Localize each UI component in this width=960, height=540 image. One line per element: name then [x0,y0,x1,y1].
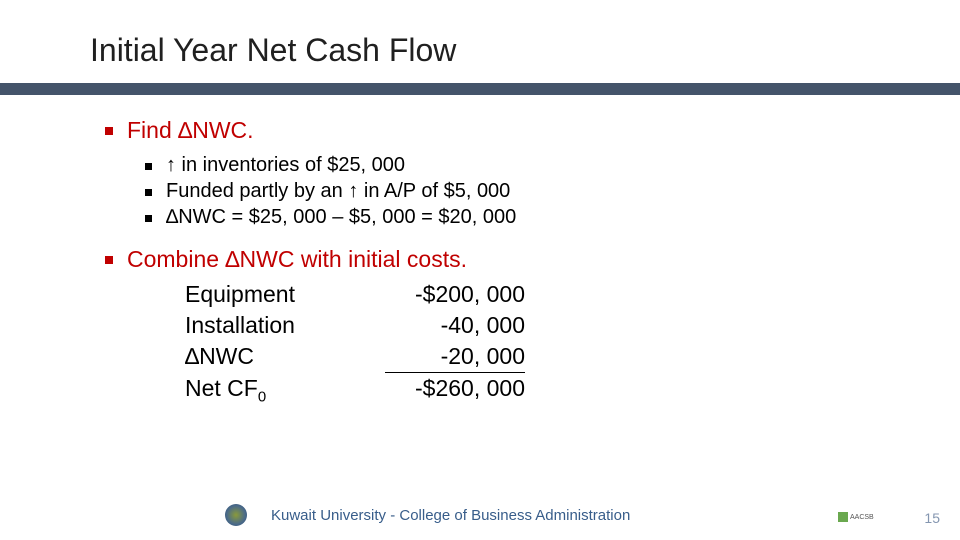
bullet-square-icon [145,215,152,222]
page-number: 15 [924,510,940,526]
bullet-square-icon [145,189,152,196]
cost-label: Equipment [185,279,385,310]
list-item: ∆NWC = $25, 000 – $5, 000 = $20, 000 [145,206,960,229]
cost-value: -40, 000 [385,310,525,341]
cost-value: -$260, 000 [385,373,525,408]
table-row: Net CF0 -$260, 000 [185,373,960,408]
table-row: Equipment -$200, 000 [185,279,960,310]
slide-body: Find ∆NWC. ↑ in inventories of $25, 000 … [0,95,960,408]
cost-table: Equipment -$200, 000 Installation -40, 0… [105,277,960,408]
bullet-square-icon [105,127,113,135]
section-2-heading-row: Combine ∆NWC with initial costs. [105,246,960,273]
list-item: ↑ in inventories of $25, 000 [145,154,960,177]
cost-label: ∆NWC [185,341,385,373]
bullet-square-icon [145,163,152,170]
table-row: ∆NWC -20, 000 [185,341,960,373]
university-seal-icon [225,504,247,526]
footer-text: Kuwait University - College of Business … [271,507,630,524]
bullet-square-icon [105,256,113,264]
table-row: Installation -40, 000 [185,310,960,341]
section-2-heading: Combine ∆NWC with initial costs. [127,246,467,273]
title-underline-bar [0,83,960,95]
cost-value: -$200, 000 [385,279,525,310]
list-item-text: ∆NWC = $25, 000 – $5, 000 = $20, 000 [166,206,516,229]
section-1-heading: Find ∆NWC. [127,117,254,144]
list-item-text: ↑ in inventories of $25, 000 [166,154,405,177]
section-1-heading-row: Find ∆NWC. [105,117,960,144]
slide-title: Initial Year Net Cash Flow [90,32,960,69]
slide-footer: Kuwait University - College of Business … [0,504,960,526]
cost-label: Installation [185,310,385,341]
section-1-list: ↑ in inventories of $25, 000 Funded part… [105,148,960,246]
cost-label-netcf: Net CF0 [185,373,385,408]
list-item: Funded partly by an ↑ in A/P of $5, 000 [145,180,960,203]
list-item-text: Funded partly by an ↑ in A/P of $5, 000 [166,180,510,203]
cost-value: -20, 000 [385,341,525,373]
accreditation-logo-icon: AACSB [838,508,880,526]
